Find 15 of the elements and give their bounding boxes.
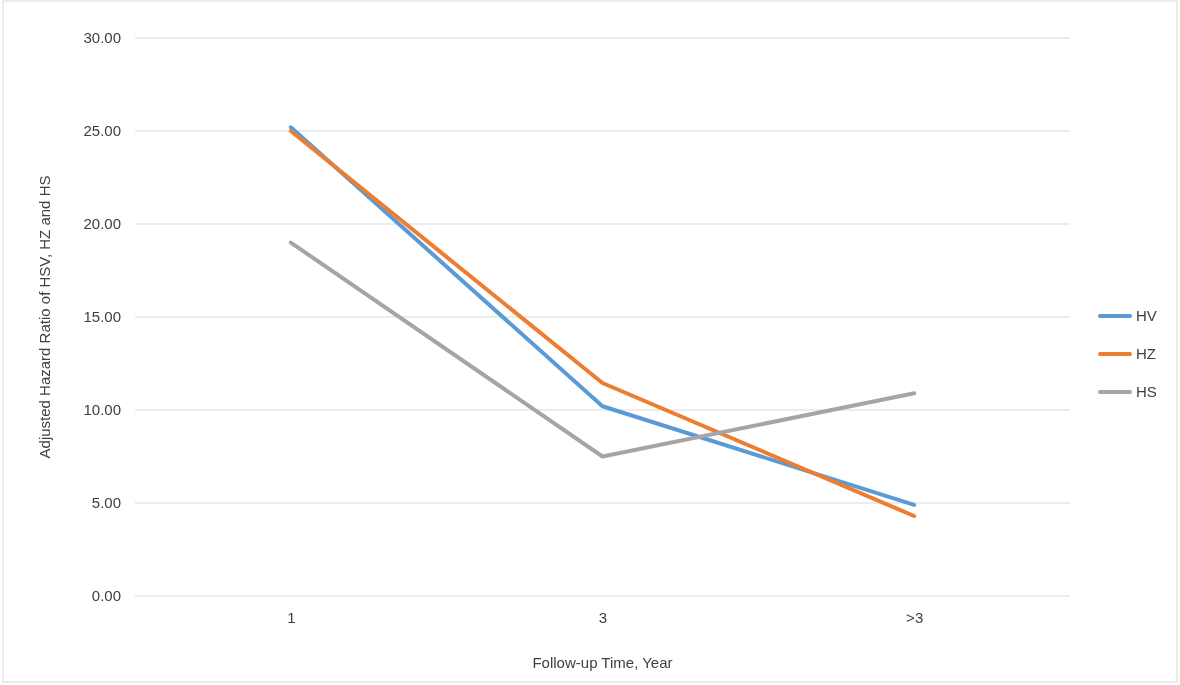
y-tick-label: 5.00 bbox=[91, 494, 121, 512]
legend-label: HS bbox=[1136, 383, 1157, 401]
y-tick-label: 15.00 bbox=[83, 308, 121, 326]
y-tick-label: 0.00 bbox=[91, 587, 121, 605]
legend-label: HV bbox=[1136, 307, 1157, 325]
y-tick-label: 30.00 bbox=[83, 29, 121, 47]
x-tick-label: 1 bbox=[287, 608, 296, 626]
y-tick-label: 25.00 bbox=[83, 122, 121, 140]
legend-label: HZ bbox=[1136, 345, 1156, 363]
x-tick-label: >3 bbox=[906, 608, 924, 626]
x-axis-title: Follow-up Time, Year bbox=[532, 654, 673, 671]
y-tick-label: 10.00 bbox=[83, 401, 121, 419]
y-axis-title: Adjusted Hazard Ratio of HSV, HZ and HS bbox=[36, 175, 53, 459]
x-tick-label: 3 bbox=[598, 608, 608, 626]
y-tick-label: 20.00 bbox=[83, 215, 121, 233]
